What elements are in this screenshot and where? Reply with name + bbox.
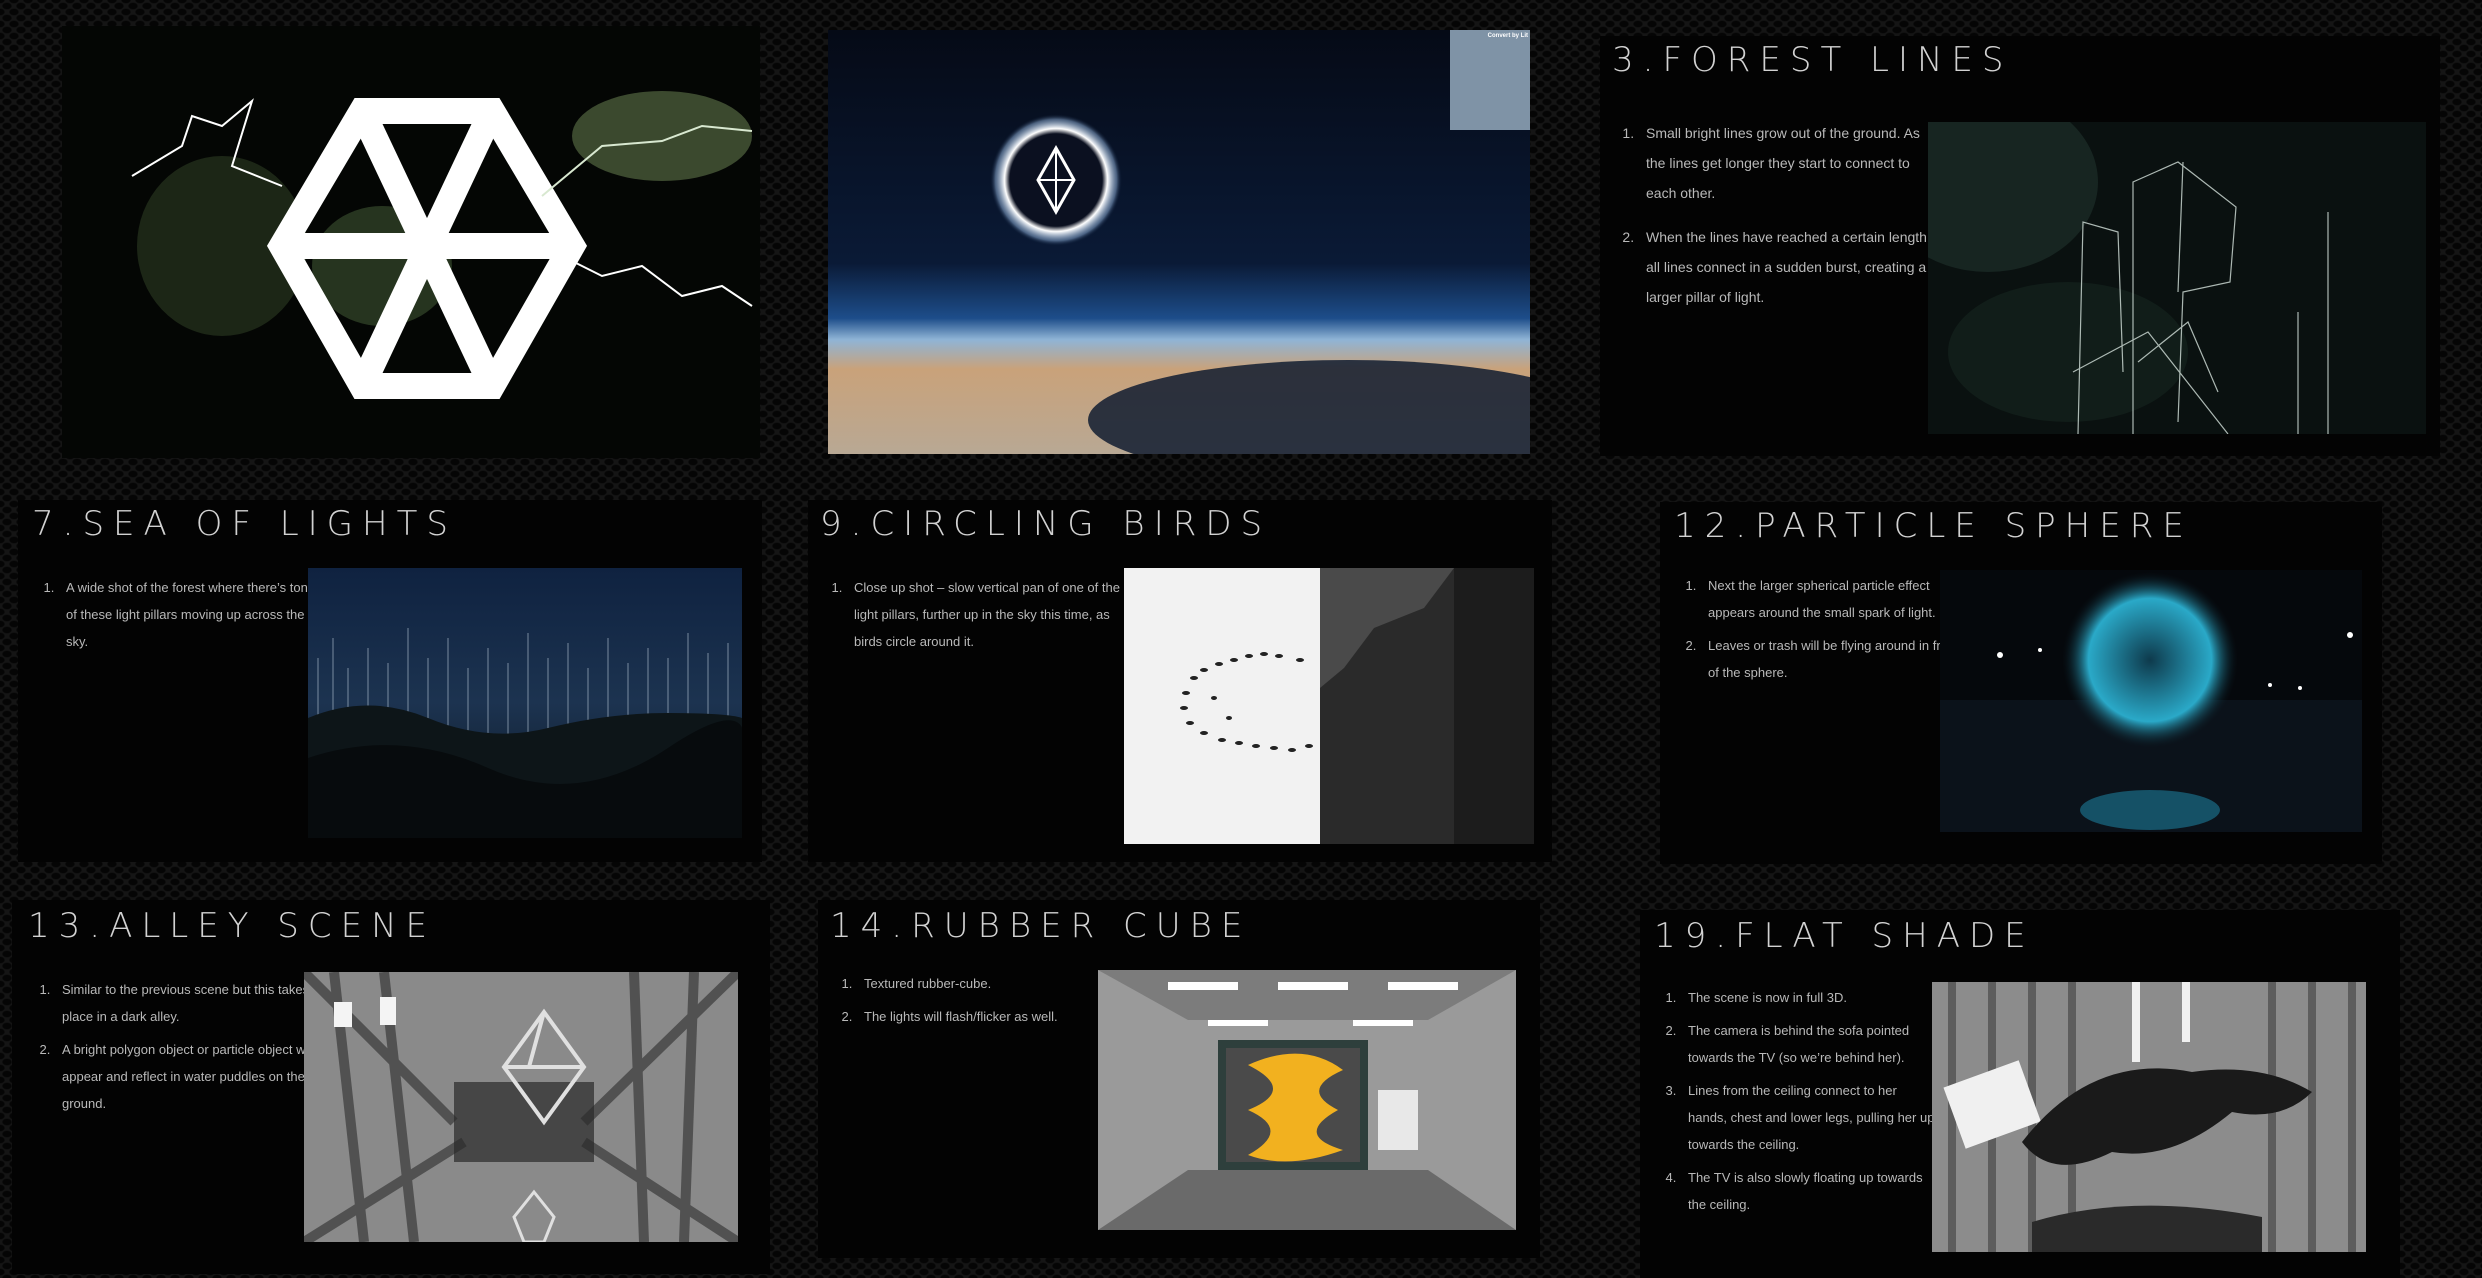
step-item: Close up shot – slow vertical pan of one… xyxy=(846,574,1121,655)
step-item: A wide shot of the forest where there’s … xyxy=(58,574,328,655)
panel-rubber-cube: 14.RUBBER CUBE Textured rubber-cube. The… xyxy=(818,900,1540,1258)
steps-list: The scene is now in full 3D. The camera … xyxy=(1654,984,1936,1224)
panel-title: 12.PARTICLE SPHERE xyxy=(1674,506,2193,546)
forest-lines-image xyxy=(1928,122,2426,434)
panel-title: 9.CIRCLING BIRDS xyxy=(820,504,1272,544)
circling-birds-image xyxy=(1124,568,1534,844)
step-item: A bright polygon object or particle obje… xyxy=(54,1036,322,1117)
panel-title: 19.FLAT SHADE xyxy=(1654,916,2035,956)
alley-scene-image xyxy=(304,972,738,1242)
step-item: The TV is also slowly floating up toward… xyxy=(1680,1164,1936,1218)
step-item: Next the larger spherical particle effec… xyxy=(1700,572,1962,626)
panel-title: 14.RUBBER CUBE xyxy=(830,906,1252,946)
rubber-cube-image xyxy=(1098,970,1516,1230)
step-item: Lines from the ceiling connect to her ha… xyxy=(1680,1077,1936,1158)
panel-sea-of-lights: 7.SEA OF LIGHTS A wide shot of the fores… xyxy=(18,500,762,862)
step-item: Similar to the previous scene but this t… xyxy=(54,976,322,1030)
earth-corner-label: Convert by Lit xyxy=(1487,33,1528,39)
polygon-forest-image xyxy=(62,26,760,458)
step-item: The camera is behind the sofa pointed to… xyxy=(1680,1017,1936,1071)
steps-list: A wide shot of the forest where there’s … xyxy=(32,574,328,661)
step-item: The lights will flash/flicker as well. xyxy=(856,1003,1106,1030)
panel-particle-sphere: 12.PARTICLE SPHERE Next the larger spher… xyxy=(1660,502,2382,864)
step-item: Leaves or trash will be flying around in… xyxy=(1700,632,1962,686)
panel-title: 13.ALLEY SCENE xyxy=(28,906,436,946)
steps-list: Next the larger spherical particle effec… xyxy=(1674,572,1962,692)
flat-shade-image xyxy=(1932,982,2366,1252)
steps-list: Close up shot – slow vertical pan of one… xyxy=(820,574,1121,661)
step-item: Small bright lines grow out of the groun… xyxy=(1638,118,1938,208)
panel-circling-birds: 9.CIRCLING BIRDS Close up shot – slow ve… xyxy=(808,500,1552,862)
panel-flat-shade: 19.FLAT SHADE The scene is now in full 3… xyxy=(1640,910,2400,1278)
panel-alley-scene: 13.ALLEY SCENE Similar to the previous s… xyxy=(12,900,770,1274)
step-item: The scene is now in full 3D. xyxy=(1680,984,1936,1011)
particle-sphere-image xyxy=(1940,570,2362,832)
steps-list: Small bright lines grow out of the groun… xyxy=(1612,118,1938,326)
steps-list: Textured rubber-cube. The lights will fl… xyxy=(830,970,1106,1036)
earth-horizon-image: Convert by Lit xyxy=(828,30,1530,454)
panel-title: 7.SEA OF LIGHTS xyxy=(32,504,457,544)
panel-forest-lines: 3.FOREST LINES Small bright lines grow o… xyxy=(1600,36,2440,456)
steps-list: Similar to the previous scene but this t… xyxy=(28,976,322,1123)
step-item: When the lines have reached a certain le… xyxy=(1638,222,1938,312)
sea-of-lights-image xyxy=(308,568,742,838)
panel-title: 3.FOREST LINES xyxy=(1612,40,2013,80)
step-item: Textured rubber-cube. xyxy=(856,970,1106,997)
